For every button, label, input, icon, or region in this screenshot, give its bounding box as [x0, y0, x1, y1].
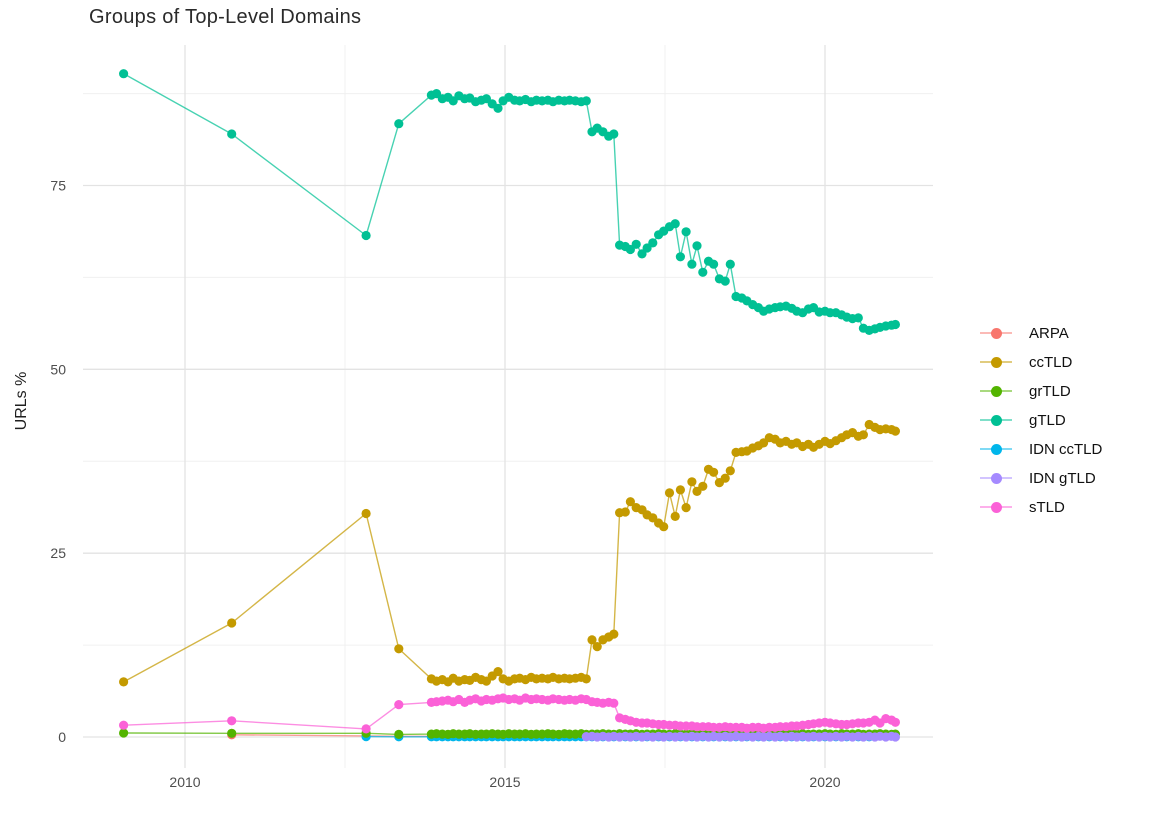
data-point: [648, 238, 658, 248]
data-point: [609, 129, 619, 139]
legend-label: ARPA: [1029, 324, 1069, 342]
data-point: [687, 259, 697, 269]
data-point: [227, 618, 237, 628]
legend-key-icon: [980, 380, 1012, 402]
data-point: [681, 227, 691, 237]
data-point: [119, 728, 129, 738]
data-point: [698, 481, 708, 491]
legend-item-cctld: ccTLD: [980, 351, 1102, 373]
x-tick-label: 2015: [489, 774, 520, 790]
data-point: [361, 724, 371, 734]
data-point: [493, 667, 503, 677]
data-point: [670, 511, 680, 521]
x-tick-label: 2010: [169, 774, 200, 790]
data-point: [119, 677, 129, 687]
data-point: [620, 507, 630, 517]
data-point: [625, 497, 636, 507]
data-point: [670, 219, 680, 229]
legend-label: IDN ccTLD: [1029, 440, 1103, 458]
data-point: [853, 313, 863, 323]
data-point: [675, 485, 686, 495]
data-point: [227, 728, 237, 738]
series-gtld: [119, 69, 901, 335]
legend-label: sTLD: [1029, 498, 1065, 516]
data-point: [664, 488, 675, 498]
data-point: [227, 716, 237, 726]
data-point: [581, 674, 591, 684]
series-cctld: [119, 419, 901, 687]
data-point: [725, 466, 735, 476]
legend-key-icon: [980, 322, 1012, 344]
data-point: [394, 644, 404, 654]
series-idn-gtld: [581, 731, 901, 742]
legend-item-gtld: gTLD: [980, 409, 1102, 431]
legend-key-icon: [980, 496, 1012, 518]
x-tick-label: 2020: [809, 774, 840, 790]
legend: ARPA ccTLD grTLD gTLD IDN ccTLD IDN gTLD sTLD: [980, 322, 1102, 518]
data-point: [675, 252, 686, 262]
data-point: [890, 426, 901, 436]
legend-label: ccTLD: [1029, 353, 1073, 371]
data-point: [692, 241, 702, 251]
y-tick-label: 25: [50, 545, 66, 561]
data-point: [709, 259, 719, 269]
data-point: [687, 477, 697, 487]
data-point: [587, 635, 597, 645]
data-point: [394, 729, 404, 740]
legend-label: grTLD: [1029, 382, 1071, 400]
data-point: [858, 430, 869, 440]
data-point: [119, 69, 129, 79]
legend-item-idn-cctld: IDN ccTLD: [980, 438, 1102, 460]
legend-key-icon: [980, 409, 1012, 431]
data-point: [659, 522, 669, 532]
legend-key-icon: [980, 351, 1012, 373]
data-point: [720, 473, 730, 483]
data-point: [698, 267, 708, 277]
legend-key-icon: [980, 438, 1012, 460]
y-tick-label: 0: [58, 729, 66, 745]
legend-key-icon: [980, 467, 1012, 489]
legend-label: IDN gTLD: [1029, 469, 1096, 487]
data-point: [609, 629, 619, 639]
data-point: [394, 700, 404, 710]
data-point: [631, 239, 641, 249]
data-point: [493, 103, 503, 113]
data-point: [227, 129, 237, 139]
data-point: [119, 720, 129, 730]
y-tick-label: 75: [50, 178, 66, 194]
legend-item-idn-gtld: IDN gTLD: [980, 467, 1102, 489]
data-point: [681, 503, 691, 513]
data-point: [394, 119, 404, 129]
data-point: [890, 717, 901, 727]
data-point: [709, 467, 719, 477]
legend-item-grtld: grTLD: [980, 380, 1102, 402]
data-point: [361, 230, 371, 241]
chart-title: Groups of Top-Level Domains: [89, 6, 362, 28]
data-point: [581, 96, 591, 106]
data-point: [609, 698, 619, 708]
data-point: [890, 732, 901, 742]
y-tick-label: 50: [50, 361, 66, 377]
data-point: [361, 508, 371, 519]
legend-item-stld: sTLD: [980, 496, 1102, 518]
data-point: [592, 642, 602, 652]
series-line-gtld: [123, 73, 896, 332]
legend-label: gTLD: [1029, 411, 1066, 429]
series-stld: [119, 693, 901, 734]
data-point: [725, 259, 735, 269]
legend-item-arpa: ARPA: [980, 322, 1102, 344]
data-point: [890, 319, 901, 330]
data-point: [720, 276, 730, 286]
